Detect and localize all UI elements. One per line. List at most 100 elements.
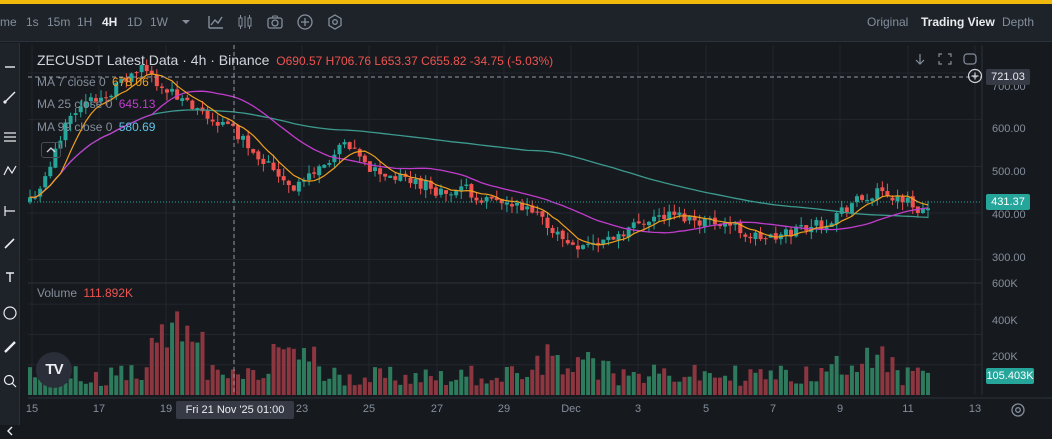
candle (565, 232, 570, 246)
collapse-legend-button[interactable] (41, 142, 61, 158)
pattern-icon[interactable] (2, 163, 18, 179)
fullscreen-button[interactable] (935, 51, 955, 67)
volume-bar (230, 369, 235, 395)
candle-body (682, 213, 687, 222)
volume-bar (281, 349, 286, 395)
volume-bar (438, 371, 443, 395)
add-icon[interactable] (296, 13, 314, 31)
candle-body (195, 108, 200, 110)
camera-icon[interactable] (266, 13, 284, 31)
candle-body (596, 242, 601, 246)
candle-body (540, 211, 545, 217)
volume-bar (560, 374, 565, 395)
zoom-icon[interactable] (2, 373, 18, 389)
candle (225, 118, 230, 125)
indicators-icon[interactable] (236, 13, 254, 31)
candle-body (383, 173, 388, 177)
line-chart-icon[interactable] (207, 13, 225, 31)
ma7-label: MA 7 close 0 (37, 75, 106, 89)
candle (73, 108, 78, 122)
candle (367, 161, 372, 172)
volume-bar (520, 379, 525, 395)
volume-bar (712, 377, 717, 395)
volume-bar (926, 372, 930, 395)
chart-settings-icon[interactable] (1009, 401, 1027, 419)
scroll-down-button[interactable] (910, 51, 930, 67)
candle-body (545, 217, 550, 228)
candle-body (428, 180, 433, 189)
timeframe-1w[interactable]: 1W (150, 15, 168, 29)
candle (540, 211, 545, 225)
candle (763, 236, 768, 245)
volume-bar (890, 357, 895, 395)
measure-icon[interactable] (2, 203, 18, 219)
candle-body (748, 236, 753, 239)
candle (479, 197, 484, 205)
ma25-label: MA 25 close 0 (37, 97, 113, 111)
volume-bar (423, 369, 428, 395)
chevron-down-icon[interactable] (177, 13, 195, 31)
fib-icon[interactable] (2, 129, 18, 145)
view-trading-view[interactable]: Trading View (921, 15, 995, 29)
text-icon[interactable] (2, 269, 18, 285)
candle-body (819, 220, 824, 229)
settings-icon[interactable] (326, 13, 344, 31)
volume-bar (38, 371, 43, 395)
chart-title: ZECUSDT Latest Data · 4h · Binance (37, 52, 270, 68)
volume-bar (621, 369, 626, 395)
timeframe-4h[interactable]: 4H (102, 15, 118, 29)
timeframe-15m[interactable]: 15m (47, 15, 71, 29)
candle-body (723, 222, 728, 227)
candle (383, 173, 388, 181)
trend-line-icon[interactable] (2, 89, 18, 105)
time-tick: 3 (634, 403, 642, 415)
volume-bar (342, 385, 347, 395)
brush-icon[interactable] (2, 235, 18, 251)
volume-bar (352, 385, 357, 395)
candle-body (504, 202, 509, 205)
add-alert-icon[interactable] (967, 68, 983, 84)
volume-bar (550, 355, 555, 395)
volume-bar (378, 368, 383, 395)
candle (347, 141, 352, 151)
time-tick: 27 (430, 403, 444, 415)
volume-tick: 600K (992, 278, 1018, 290)
view-depth[interactable]: Depth (1002, 15, 1035, 29)
candle (474, 192, 479, 205)
volume-bar (616, 385, 621, 395)
reset-view-button[interactable] (960, 51, 980, 67)
view-original[interactable]: Original (867, 15, 909, 29)
volume-bar (195, 342, 200, 395)
volume-bar (362, 377, 367, 395)
horizontal-line-icon[interactable] (2, 59, 18, 75)
volume-bar (824, 371, 829, 395)
candle-body (180, 98, 185, 101)
candle-body (124, 77, 129, 82)
timeframe-time[interactable]: me (0, 15, 17, 29)
candle (692, 209, 697, 228)
candle (327, 159, 332, 168)
tradingview-logo[interactable]: TV (36, 352, 72, 388)
volume-bar (200, 331, 205, 395)
candle-body (494, 197, 499, 200)
timeframe-1d[interactable]: 1D (127, 15, 143, 29)
price-chart[interactable] (20, 43, 1052, 425)
candle-body (362, 155, 367, 163)
chevron-left-icon[interactable] (2, 423, 18, 439)
candle-body (799, 225, 804, 227)
volume-bar (591, 358, 596, 395)
candle (555, 227, 560, 241)
timeframe-1h[interactable]: 1H (77, 15, 93, 29)
candle-body (570, 242, 575, 245)
ruler-icon[interactable] (2, 339, 18, 355)
volume-bar (383, 377, 388, 395)
volume-bar (83, 383, 88, 395)
candle-body (728, 223, 733, 226)
volume-bar (225, 378, 230, 395)
candle-body (43, 176, 48, 188)
volume-bar (185, 325, 190, 395)
time-tick: 7 (769, 403, 777, 415)
candle-body (743, 234, 748, 237)
emoji-icon[interactable] (2, 305, 18, 321)
timeframe-1s[interactable]: 1s (26, 15, 39, 29)
